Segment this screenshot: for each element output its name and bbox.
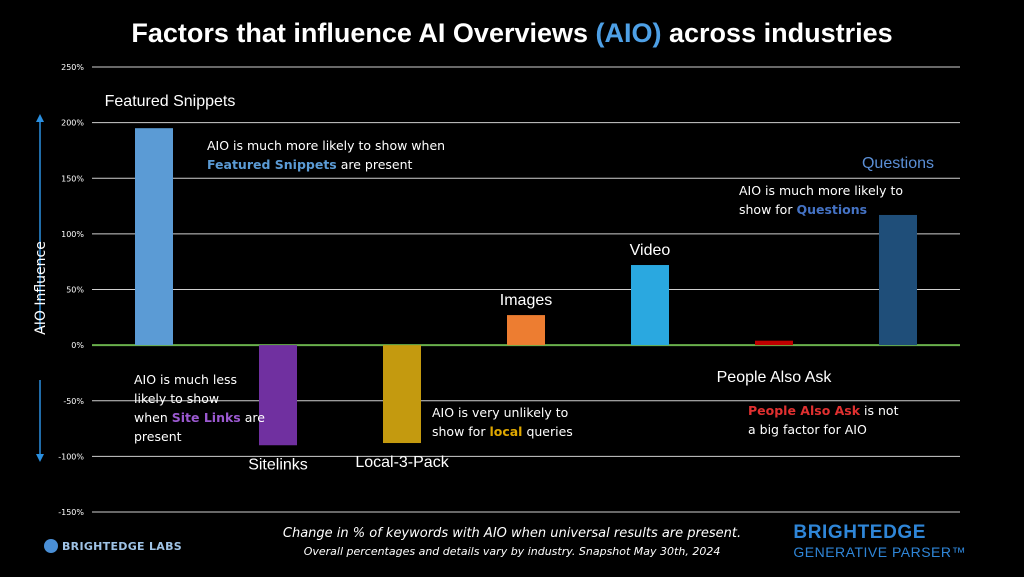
bar [755, 340, 793, 346]
annotation-questions: AIO is much more likely to show for Ques… [739, 183, 904, 217]
category-label: People Also Ask [717, 369, 833, 386]
brightedge-generative-parser-logo: BRIGHTEDGE GENERATIVE PARSER™ [793, 522, 966, 560]
annotation-sitelinks: AIO is much less likely to show when Sit… [134, 372, 265, 444]
category-label: Sitelinks [248, 456, 308, 473]
bar [879, 214, 917, 346]
y-tick-label: -150% [58, 508, 84, 517]
category-labels: Featured Snippets Sitelinks Local-3-Pack Im… [105, 93, 934, 473]
category-label: Questions [862, 155, 934, 172]
annotation-featured-snippets: AIO is much more likely to show when Fea… [207, 138, 446, 172]
title-highlight: (AIO) [595, 18, 662, 48]
category-label: Images [500, 292, 552, 309]
footer-line-1: Change in % of keywords with AIO when un… [282, 526, 742, 541]
brightedge-labs-logo: BRIGHTEDGE LABS [44, 539, 182, 553]
y-tick-label: 0% [71, 341, 84, 350]
y-axis-label: AIO Influence [33, 241, 49, 335]
category-label: Local-3-Pack [355, 454, 449, 471]
axis-arrows [36, 114, 44, 462]
bar [259, 345, 297, 446]
y-tick-label: 250% [61, 63, 84, 72]
category-label: Video [630, 242, 671, 259]
bars [135, 128, 917, 446]
footer-line-2: Overall percentages and details vary by … [303, 545, 721, 558]
brightedge-logo-icon [44, 539, 58, 553]
bar [135, 128, 173, 346]
y-tick-label: 50% [66, 286, 84, 295]
y-axis: 250% 200% 150% 100% 50% 0% -50% -100% -150% [58, 63, 84, 517]
category-label: Featured Snippets [105, 93, 236, 110]
y-tick-label: -100% [58, 452, 84, 461]
footer-note: Change in % of keywords with AIO when un… [0, 526, 1024, 558]
y-tick-label: -50% [63, 397, 84, 406]
annotation-people-also-ask: People Also Ask is not a big factor for … [748, 403, 899, 437]
y-tick-label: 200% [61, 119, 84, 128]
bar [631, 265, 669, 346]
bar [507, 315, 545, 346]
chart-title: Factors that influence AI Overviews (AIO… [131, 18, 893, 48]
y-tick-label: 150% [61, 174, 84, 183]
y-tick-label: 100% [61, 230, 84, 239]
bar [383, 345, 421, 444]
annotation-local: AIO is very unlikely to show for local q… [432, 405, 573, 439]
